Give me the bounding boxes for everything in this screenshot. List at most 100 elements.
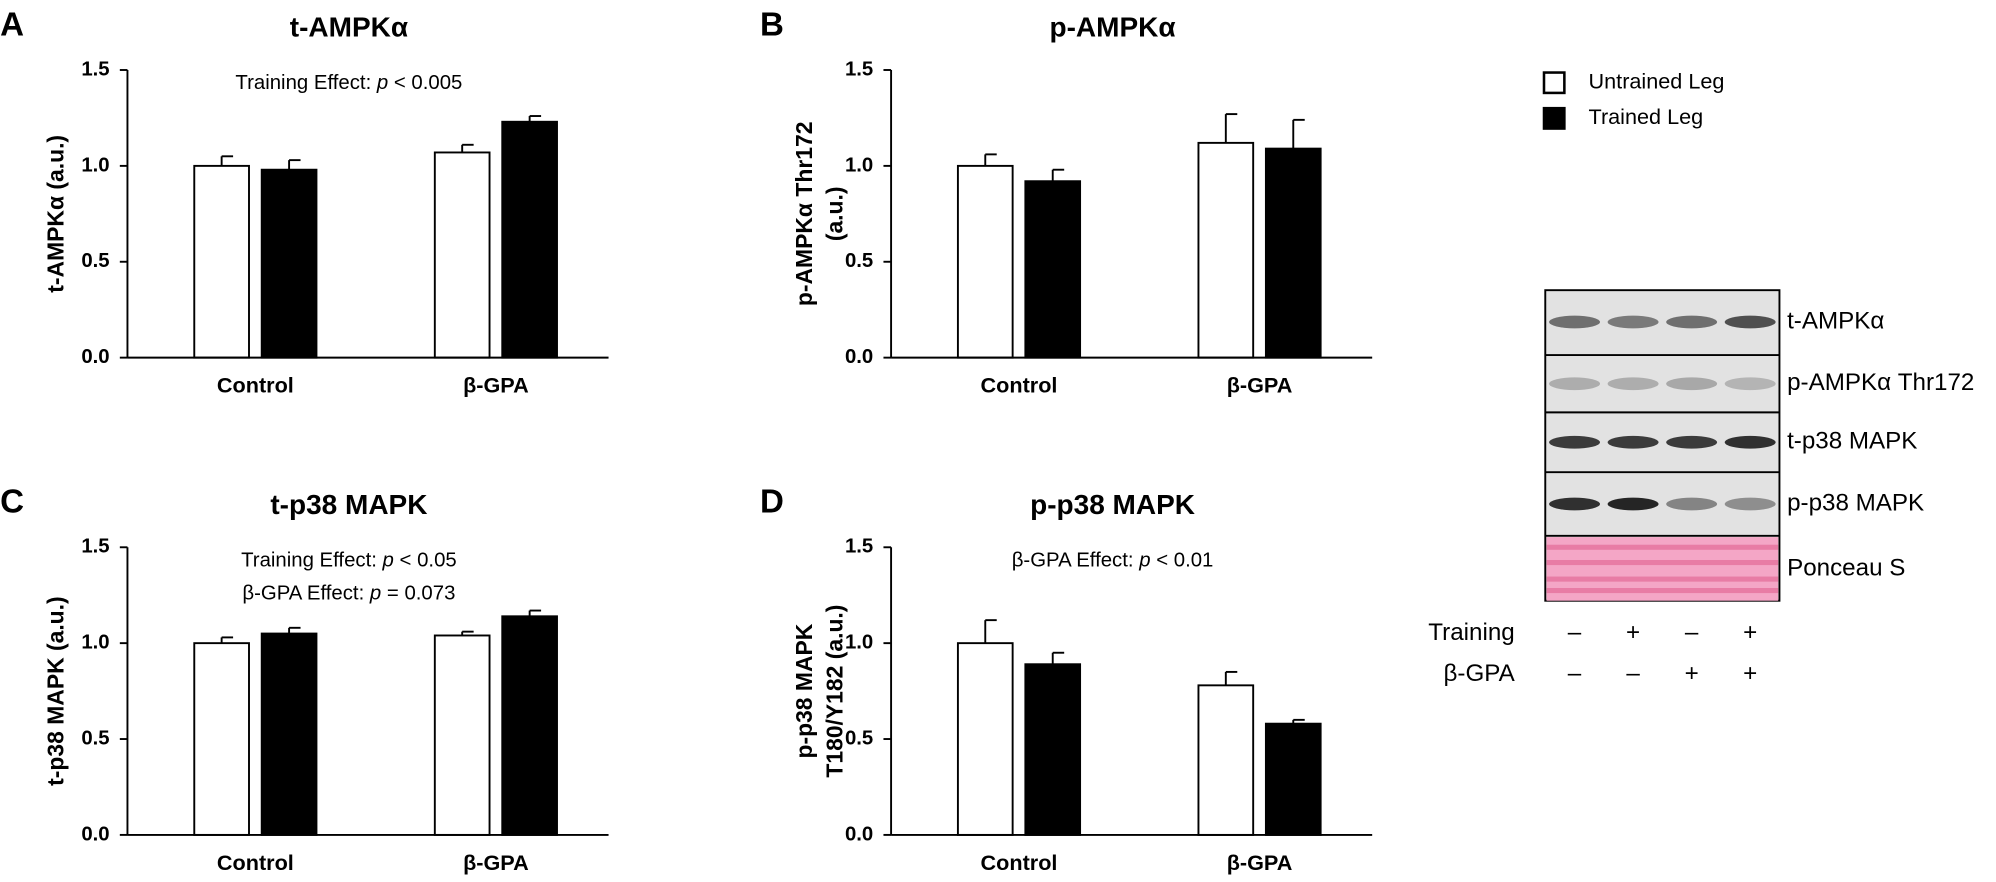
panel-letter: C xyxy=(0,484,24,521)
blot-band xyxy=(1666,315,1718,329)
error-bar xyxy=(461,630,474,636)
blot-row-label: p-AMPKα Thr172 xyxy=(1787,369,1974,396)
error-bar xyxy=(1051,168,1065,182)
x-tick-label: Control xyxy=(217,373,294,398)
error-bar xyxy=(1292,718,1305,724)
blot-band xyxy=(1607,497,1659,511)
x-tick-label: β-GPA xyxy=(1227,373,1293,398)
error-bar xyxy=(984,619,997,644)
y-tick-label: 0.0 xyxy=(81,346,109,368)
blot-band xyxy=(1724,435,1776,449)
panel-letter: D xyxy=(760,484,784,521)
blot-band xyxy=(1666,377,1718,391)
legend-label: Trained Leg xyxy=(1589,104,1704,129)
annotation: Training Effect: p < 0.05 xyxy=(241,550,457,572)
x-tick-label: β-GPA xyxy=(463,850,529,875)
blot-band xyxy=(1549,497,1600,511)
error-bar xyxy=(1051,651,1065,665)
annotation: Training Effect: p < 0.005 xyxy=(235,72,462,94)
y-tick-label: 1.5 xyxy=(81,536,109,558)
annotation-part: p xyxy=(1138,550,1150,572)
blot-band xyxy=(1607,377,1659,391)
y-tick-label: 0.0 xyxy=(845,346,873,368)
blot-band xyxy=(1724,377,1776,391)
annotation-part: < 0.05 xyxy=(394,550,457,572)
blot-band xyxy=(1666,435,1718,449)
condition-sign: – xyxy=(1568,619,1582,646)
annotation-part: p xyxy=(376,72,388,94)
condition-sign: + xyxy=(1743,660,1757,687)
bar xyxy=(1197,141,1255,359)
legend-swatch xyxy=(1542,106,1566,130)
error-bar xyxy=(1224,670,1238,686)
blot-band xyxy=(1549,435,1600,449)
chart-title: t-p38 MAPK xyxy=(270,489,427,520)
bar xyxy=(956,642,1014,836)
ponceau-band xyxy=(1546,560,1779,566)
error-bar xyxy=(528,609,542,617)
annotation-part: Training Effect: xyxy=(235,72,376,94)
blot-band xyxy=(1724,497,1776,511)
condition-sign: + xyxy=(1626,619,1640,646)
blot-row-label: p-p38 MAPK xyxy=(1787,489,1924,516)
blot-band xyxy=(1607,435,1659,449)
bar xyxy=(1264,722,1322,836)
error-bar xyxy=(288,626,301,634)
x-tick-label: β-GPA xyxy=(1227,850,1293,875)
y-tick-label: 0.0 xyxy=(81,823,109,845)
chart-title: t-AMPKα xyxy=(290,12,408,43)
annotation-part: < 0.005 xyxy=(388,72,462,94)
bar xyxy=(956,164,1014,359)
y-tick-label: 0.5 xyxy=(845,250,873,272)
annotation-part: Training Effect: xyxy=(241,550,382,572)
panel-letter: A xyxy=(0,6,24,43)
bar xyxy=(193,164,250,359)
y-tick-label: 1.0 xyxy=(81,154,109,176)
y-tick-label: 0.5 xyxy=(81,250,109,272)
chart-title: p-p38 MAPK xyxy=(1030,489,1195,520)
blot-row-label: t-AMPKα xyxy=(1787,307,1884,334)
annotation-part: p xyxy=(369,583,381,605)
ponceau-band xyxy=(1546,544,1779,550)
bar xyxy=(1024,663,1082,836)
bar xyxy=(260,168,318,359)
condition-sign: – xyxy=(1568,660,1582,687)
y-tick-label: 1.5 xyxy=(845,58,873,80)
y-axis-label: t-AMPKα (a.u.) xyxy=(43,135,69,293)
bar xyxy=(193,642,250,836)
bar xyxy=(501,120,558,359)
y-tick-label: 1.0 xyxy=(845,632,873,654)
error-bar xyxy=(984,153,997,166)
blot-band xyxy=(1607,315,1659,329)
y-axis-label: (a.u.) xyxy=(821,186,847,241)
condition-label: β-GPA xyxy=(1444,660,1516,687)
y-tick-label: 1.0 xyxy=(845,154,873,176)
y-axis-label: t-p38 MAPK (a.u.) xyxy=(43,596,69,786)
panel-letter: B xyxy=(760,6,784,43)
y-tick-label: 0.5 xyxy=(81,727,109,749)
y-axis-label: T180/Y182 (a.u.) xyxy=(821,605,847,778)
blot-band xyxy=(1724,315,1776,329)
condition-sign: + xyxy=(1743,619,1757,646)
bar xyxy=(1264,147,1322,359)
bar xyxy=(433,634,491,836)
error-bar xyxy=(220,155,234,166)
annotation: β-GPA Effect: p = 0.073 xyxy=(242,583,455,605)
annotation-part: p xyxy=(382,550,394,572)
x-tick-label: Control xyxy=(981,850,1058,875)
bar xyxy=(1197,684,1255,836)
x-tick-label: β-GPA xyxy=(463,373,529,398)
error-bar xyxy=(461,143,474,153)
y-axis-label: p-p38 MAPK xyxy=(791,623,817,758)
bar xyxy=(260,632,318,836)
annotation-part: β-GPA Effect: xyxy=(242,583,370,605)
annotation-part: = 0.073 xyxy=(381,583,455,605)
annotation: β-GPA Effect: p < 0.01 xyxy=(1012,550,1214,572)
bar xyxy=(501,615,558,836)
legend-label: Untrained Leg xyxy=(1589,68,1725,93)
bar xyxy=(1024,180,1082,359)
x-tick-label: Control xyxy=(981,373,1058,398)
error-bar xyxy=(1292,118,1305,149)
error-bar xyxy=(288,159,301,170)
blot-row-label: Ponceau S xyxy=(1787,554,1905,581)
